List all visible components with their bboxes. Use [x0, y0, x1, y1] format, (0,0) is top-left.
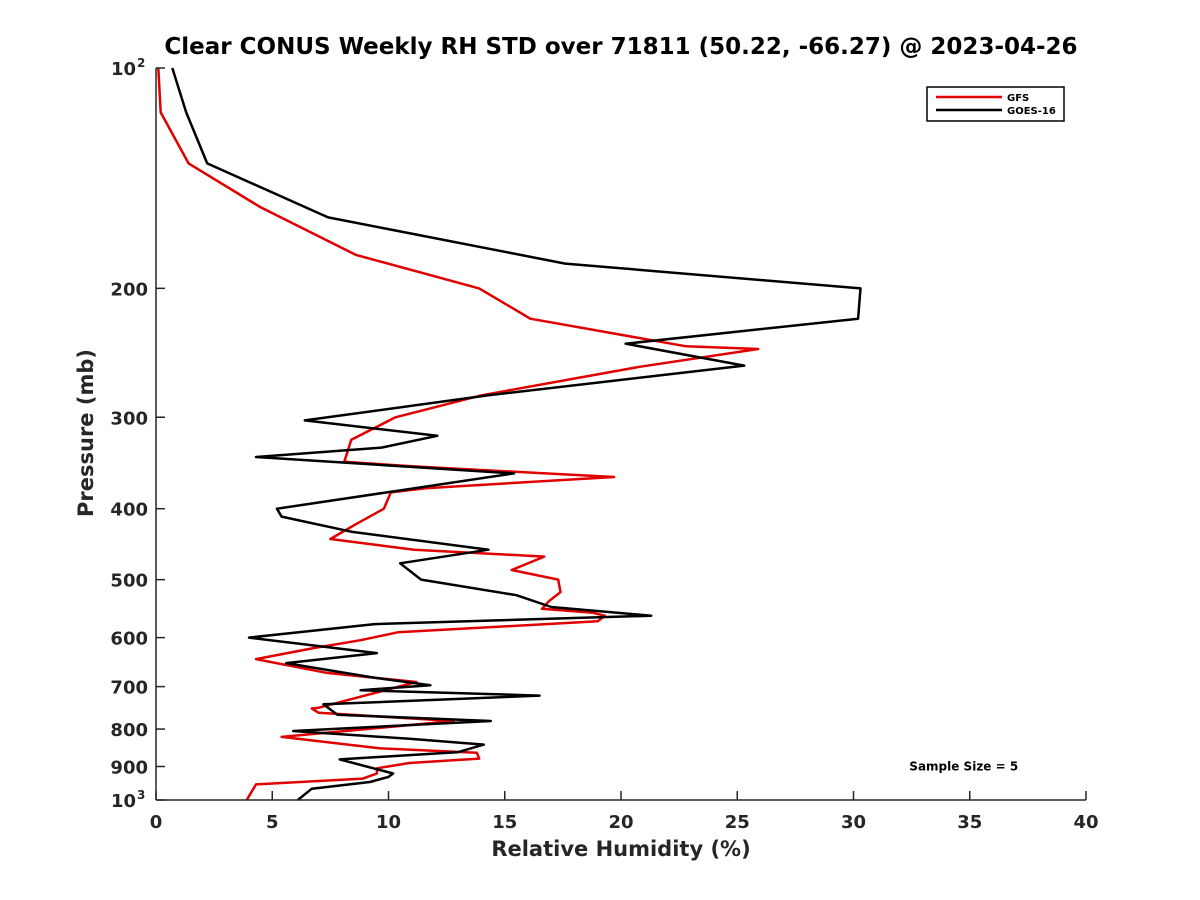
y-tick-label: 400	[110, 500, 148, 521]
y-tick-exponent: 2	[137, 56, 145, 70]
y-axis-label: Pressure (mb)	[74, 349, 98, 517]
x-axis-label: Relative Humidity (%)	[491, 837, 750, 861]
legend-label-gfs: GFS	[1007, 93, 1029, 104]
x-axis-ticks: 0 5 10 15 20 25 30 35 40	[150, 791, 1099, 833]
y-tick-exponent: 3	[137, 788, 145, 802]
legend-box	[926, 86, 1065, 122]
x-tick-label: 15	[492, 812, 517, 833]
x-tick-label: 20	[608, 812, 633, 833]
y-tick-label: 900	[110, 758, 148, 779]
y-tick-label: 10	[111, 59, 136, 80]
y-tick-label: 200	[110, 279, 148, 300]
x-tick-label: 0	[150, 812, 163, 833]
y-tick-label: 500	[110, 571, 148, 592]
y-tick-label: 300	[110, 408, 148, 429]
x-tick-label: 10	[376, 812, 401, 833]
sample-size-annotation: Sample Size = 5	[909, 760, 1018, 774]
x-tick-label: 40	[1073, 812, 1098, 833]
series-layer	[157, 67, 862, 801]
y-tick-label: 10	[111, 791, 136, 812]
x-tick-label: 5	[266, 812, 279, 833]
chart-title: Clear CONUS Weekly RH STD over 71811 (50…	[164, 34, 1077, 60]
legend-label-goes16: GOES-16	[1007, 106, 1056, 117]
axes-background	[156, 68, 1086, 800]
legend: GFS GOES-16	[926, 86, 1065, 122]
x-tick-label: 30	[841, 812, 866, 833]
plot-area: 0 5 10 15 20 25 30 35 40 10 220030040050060070080…	[110, 56, 1098, 833]
y-tick-label: 800	[110, 720, 148, 741]
x-tick-label: 35	[957, 812, 982, 833]
y-tick-label: 600	[110, 629, 148, 650]
x-tick-label: 25	[725, 812, 750, 833]
series-line-goes16	[171, 67, 862, 801]
series-line-gfs	[157, 67, 760, 801]
y-tick-label: 700	[110, 678, 148, 699]
